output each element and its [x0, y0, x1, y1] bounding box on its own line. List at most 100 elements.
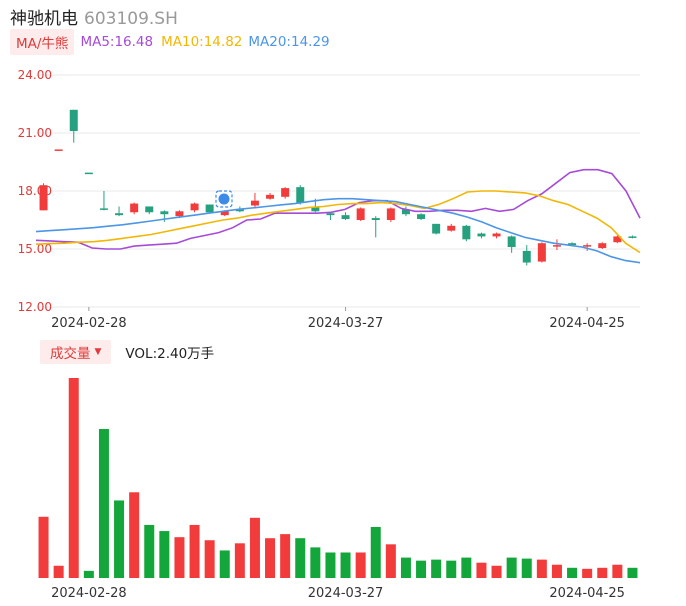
- candle-body: [417, 214, 426, 220]
- volume-bar: [114, 500, 125, 578]
- volume-bar: [506, 557, 517, 578]
- volume-bar: [249, 517, 260, 578]
- volume-bar: [68, 378, 79, 578]
- volume-series: [38, 378, 638, 578]
- volume-value: VOL:2.40万手: [125, 346, 215, 362]
- volume-bar: [582, 568, 593, 578]
- volume-bar: [431, 559, 442, 578]
- event-marker[interactable]: [215, 190, 233, 208]
- volume-x-tick-label: 2024-02-28: [51, 586, 127, 601]
- candle-body: [507, 236, 516, 248]
- volume-bar: [521, 558, 532, 578]
- ma20-label: MA20:14.29: [248, 34, 330, 50]
- volume-bar: [325, 552, 336, 578]
- candle-body: [326, 213, 335, 216]
- x-tick-label: 2024-03-27: [308, 316, 384, 331]
- volume-indicator-dropdown[interactable]: 成交量 ▼: [40, 340, 112, 364]
- candle-body: [477, 233, 486, 237]
- candle-body: [522, 250, 531, 263]
- ma-lines: [35, 168, 641, 264]
- volume-x-tick-label: 2024-04-25: [549, 586, 625, 601]
- candle-body: [281, 188, 290, 197]
- candle-body: [296, 187, 305, 203]
- ma-toggle-button[interactable]: MA/牛熊: [10, 29, 75, 55]
- volume-legend: 成交量 ▼ VOL:2.40万手: [40, 340, 215, 364]
- candle-body: [356, 208, 365, 220]
- candle-body: [568, 243, 577, 246]
- stock-name: 神驰机电: [10, 9, 78, 29]
- candle-body: [537, 243, 546, 262]
- volume-bar: [536, 559, 547, 578]
- volume-x-axis: 2024-02-28 2024-03-27 2024-04-25: [51, 586, 625, 601]
- stock-title: 神驰机电 603109.SH: [10, 4, 178, 29]
- price-x-axis: 2024-02-28 2024-03-27 2024-04-25: [51, 307, 625, 331]
- volume-bar: [129, 492, 140, 578]
- volume-bar: [219, 550, 230, 578]
- y-tick-label: 21.00: [18, 126, 52, 140]
- volume-bar: [627, 567, 638, 578]
- candle-body: [447, 225, 456, 231]
- volume-bar: [597, 567, 608, 578]
- volume-indicator-label: 成交量: [50, 346, 91, 362]
- x-tick-label: 2024-04-25: [549, 316, 625, 331]
- candle-body: [386, 208, 395, 220]
- candlestick-series: [39, 109, 637, 266]
- volume-bar: [83, 570, 94, 578]
- ma20-line: [35, 197, 641, 264]
- candle-body: [401, 209, 410, 215]
- candle-body: [190, 203, 199, 211]
- stock-code: 603109.SH: [84, 9, 178, 29]
- ma10-line: [35, 190, 641, 254]
- candle-body: [160, 211, 169, 215]
- volume-bar: [204, 540, 215, 578]
- candle-body: [54, 149, 63, 151]
- candle-body: [552, 245, 561, 247]
- volume-bar: [476, 562, 487, 578]
- candle-body: [492, 233, 501, 237]
- candle-body: [145, 206, 154, 213]
- candle-body: [235, 209, 244, 212]
- price-grid: [36, 74, 640, 308]
- volume-x-tick-label: 2024-03-27: [308, 586, 384, 601]
- volume-bar: [567, 567, 578, 578]
- candle-body: [462, 225, 471, 240]
- candle-body: [371, 218, 380, 220]
- candle-body: [115, 213, 124, 216]
- y-tick-label: 15.00: [18, 242, 52, 256]
- volume-bar: [38, 516, 49, 578]
- volume-bar: [310, 547, 321, 578]
- y-tick-label: 12.00: [18, 300, 52, 314]
- ma-legend: MA/牛熊 MA5:16.48 MA10:14.82 MA20:14.29: [10, 29, 330, 55]
- volume-bar: [98, 429, 109, 578]
- volume-bar: [612, 564, 623, 578]
- volume-bar: [265, 538, 276, 578]
- candle-body: [130, 203, 139, 213]
- caret-down-icon: ▼: [94, 347, 102, 357]
- volume-bar: [370, 526, 381, 578]
- volume-bar: [385, 544, 396, 578]
- volume-bar: [189, 524, 200, 578]
- volume-bar: [416, 560, 427, 578]
- volume-bar: [461, 557, 472, 578]
- candle-body: [99, 208, 108, 210]
- volume-bar: [491, 565, 502, 578]
- volume-bar: [295, 538, 306, 578]
- candle-body: [341, 215, 350, 220]
- ma10-label: MA10:14.82: [161, 34, 243, 50]
- candle-body: [613, 236, 622, 243]
- candle-body: [432, 223, 441, 234]
- candle-body: [598, 243, 607, 249]
- candle-body: [175, 211, 184, 217]
- volume-bar: [400, 557, 411, 578]
- volume-bar: [355, 552, 366, 578]
- candle-body: [311, 206, 320, 212]
- volume-bar: [144, 524, 155, 578]
- y-tick-label: 24.00: [18, 68, 52, 82]
- candle-body: [628, 236, 637, 238]
- volume-bar: [159, 531, 170, 578]
- event-icon: [218, 193, 230, 205]
- candle-body: [583, 245, 592, 247]
- volume-bar: [340, 552, 351, 578]
- volume-bar: [234, 543, 245, 578]
- candle-body: [266, 194, 275, 199]
